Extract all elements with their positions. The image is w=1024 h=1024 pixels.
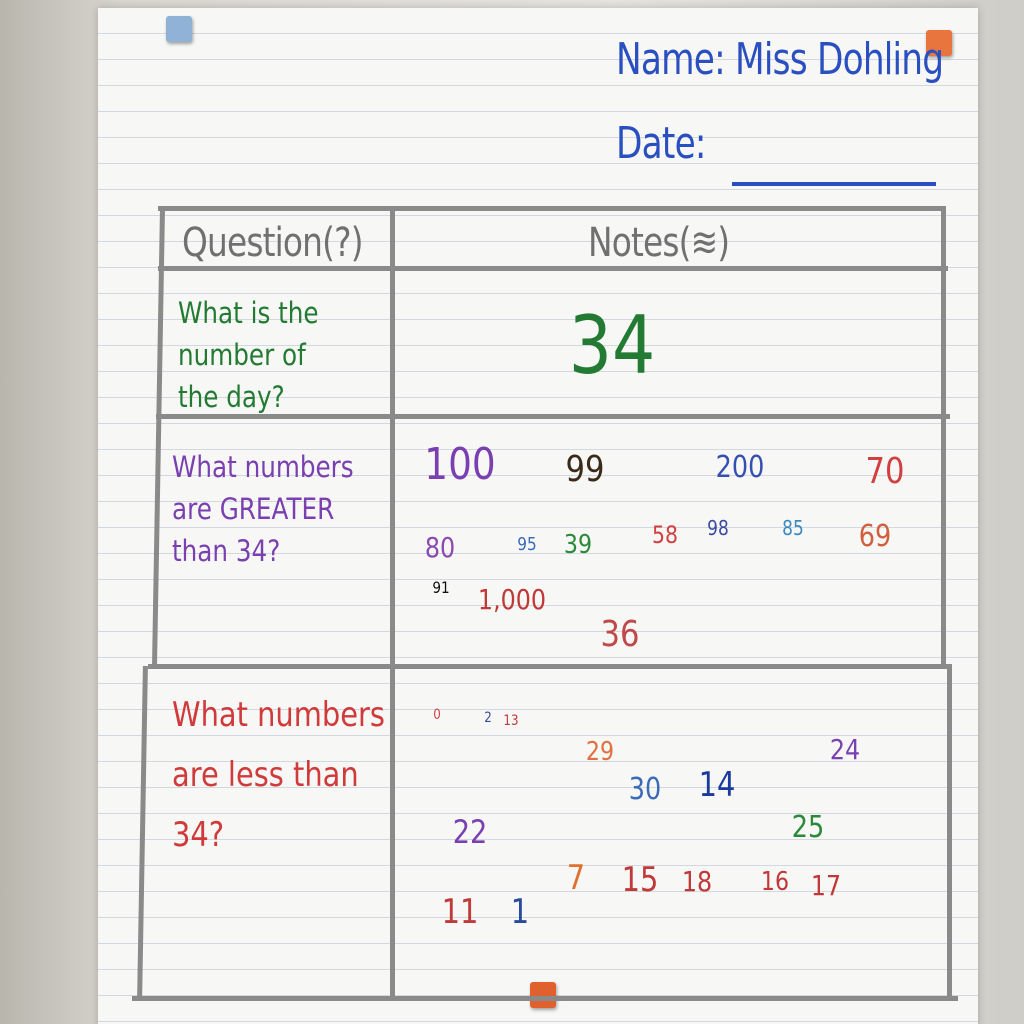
question-text: What is the (178, 296, 319, 330)
magnet (530, 982, 556, 1008)
note-number: 24 (829, 733, 861, 766)
question-text: are GREATER (172, 492, 335, 526)
note-number: 91 (432, 578, 450, 597)
note-number: 18 (681, 865, 713, 898)
note-number: 30 (628, 772, 662, 807)
magnet (926, 30, 952, 56)
note-number: 1,000 (477, 583, 547, 616)
note-number: 13 (503, 713, 519, 729)
column-header: Question(?) (182, 220, 364, 266)
note-number: 0 (433, 707, 441, 723)
note-number: 25 (791, 810, 825, 845)
note-number: 17 (810, 869, 842, 902)
date-label: Date: (616, 118, 706, 169)
note-number: 58 (652, 521, 678, 549)
question-text: What numbers (172, 695, 385, 735)
note-number: 29 (585, 737, 615, 767)
table-border (941, 208, 946, 668)
question-text: What numbers (172, 450, 354, 484)
note-number: 100 (424, 439, 496, 490)
table-border (148, 664, 952, 669)
column-header: Notes(≋) (588, 220, 730, 266)
note-number: 15 (621, 860, 659, 900)
note-number: 7 (566, 858, 586, 898)
name-label: Name: Miss Dohling (616, 34, 944, 85)
note-number: 14 (698, 765, 736, 805)
table-border (132, 996, 958, 1001)
magnet (166, 16, 192, 42)
note-number: 11 (441, 892, 479, 932)
note-number: 1 (510, 892, 530, 932)
note-number: 98 (707, 516, 729, 540)
table-border (158, 206, 946, 211)
question-text: are less than (172, 755, 359, 795)
question-text: the day? (178, 380, 285, 414)
note-number: 16 (760, 867, 790, 897)
note-number: 200 (715, 450, 765, 485)
table-border (390, 208, 395, 1000)
note-number: 22 (452, 813, 488, 851)
note-number: 99 (565, 449, 605, 490)
note-number: 69 (858, 519, 892, 554)
table-border (158, 266, 948, 271)
question-text: number of (178, 338, 306, 372)
note-number: 39 (563, 530, 593, 560)
note-number: 2 (484, 710, 492, 726)
note-number: 34 (568, 299, 656, 392)
table-border (947, 666, 952, 1000)
note-number: 36 (600, 614, 640, 655)
note-number: 70 (865, 451, 905, 492)
table-border (156, 414, 950, 419)
chart-paper (98, 8, 978, 1024)
question-text: than 34? (172, 534, 281, 568)
note-number: 95 (517, 534, 537, 555)
question-text: 34? (172, 815, 225, 855)
note-number: 85 (782, 516, 804, 540)
note-number: 80 (424, 531, 456, 564)
date-blank (732, 182, 936, 186)
